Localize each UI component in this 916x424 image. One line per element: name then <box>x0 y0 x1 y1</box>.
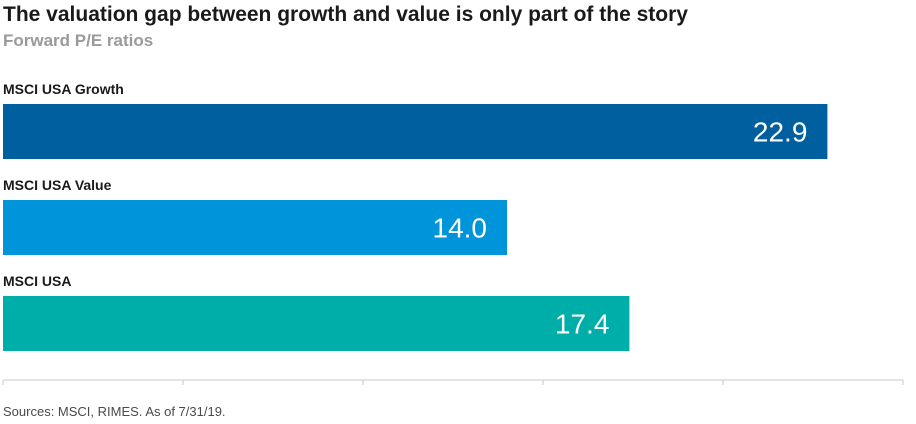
bar <box>3 104 828 159</box>
chart-title: The valuation gap between growth and val… <box>3 3 688 26</box>
category-label: MSCI USA Growth <box>3 81 124 97</box>
bar <box>3 296 630 351</box>
category-label: MSCI USA Value <box>3 177 112 193</box>
chart-subtitle: Forward P/E ratios <box>3 31 154 50</box>
category-label: MSCI USA <box>3 273 71 289</box>
bar <box>3 200 507 255</box>
source-note: Sources: MSCI, RIMES. As of 7/31/19. <box>3 404 226 419</box>
value-label: 17.4 <box>555 309 610 340</box>
bar-chart: MSCI USA Growth 22.9 MSCI USA Value 14.0 MSC… <box>2 81 904 385</box>
value-label: 14.0 <box>433 213 488 244</box>
value-label: 22.9 <box>753 117 808 148</box>
